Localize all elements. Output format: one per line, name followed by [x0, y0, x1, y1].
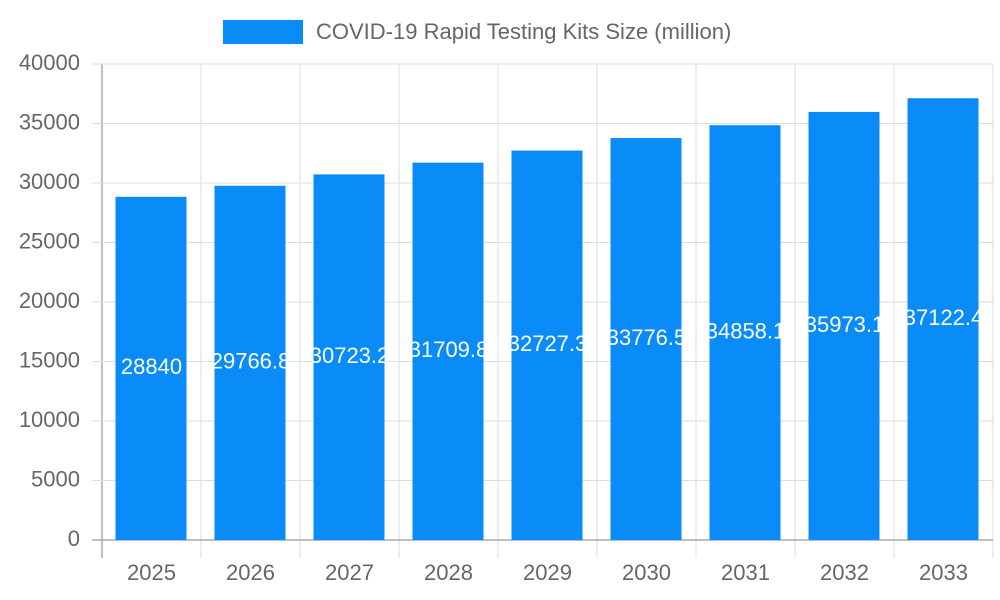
bar — [511, 150, 583, 540]
data-label: 30723.2 — [310, 343, 390, 368]
bar — [709, 125, 781, 541]
bar — [808, 111, 880, 541]
data-label: 34858.1 — [706, 318, 786, 343]
bar — [907, 98, 979, 540]
x-tick-label: 2026 — [226, 560, 275, 585]
x-tick-label: 2029 — [523, 560, 572, 585]
y-tick-label: 40000 — [19, 50, 80, 75]
legend-swatch — [223, 20, 303, 44]
y-tick-label: 5000 — [31, 466, 80, 491]
x-tick-label: 2027 — [325, 560, 374, 585]
bar — [610, 138, 682, 541]
data-label: 28840 — [121, 354, 182, 379]
y-tick-label: 15000 — [19, 347, 80, 372]
legend-label: COVID-19 Rapid Testing Kits Size (millio… — [316, 19, 731, 44]
y-tick-label: 35000 — [19, 109, 80, 134]
y-tick-label: 10000 — [19, 407, 80, 432]
data-label: 37122.4 — [904, 305, 984, 330]
bar — [115, 196, 187, 540]
data-label: 32727.3 — [508, 331, 588, 356]
y-tick-label: 25000 — [19, 228, 80, 253]
y-tick-label: 20000 — [19, 288, 80, 313]
data-label: 35973.1 — [805, 312, 885, 337]
x-tick-label: 2033 — [919, 560, 968, 585]
x-tick-label: 2025 — [127, 560, 176, 585]
data-label: 29766.8 — [211, 349, 291, 374]
x-tick-label: 2031 — [721, 560, 770, 585]
x-tick-label: 2030 — [622, 560, 671, 585]
bar — [412, 162, 484, 540]
y-tick-label: 0 — [68, 526, 80, 551]
x-tick-label: 2032 — [820, 560, 869, 585]
data-label: 31709.8 — [409, 337, 489, 362]
x-tick-label: 2028 — [424, 560, 473, 585]
bar — [214, 185, 286, 540]
bar — [313, 174, 385, 540]
data-label: 33776.5 — [607, 325, 687, 350]
y-tick-label: 30000 — [19, 169, 80, 194]
